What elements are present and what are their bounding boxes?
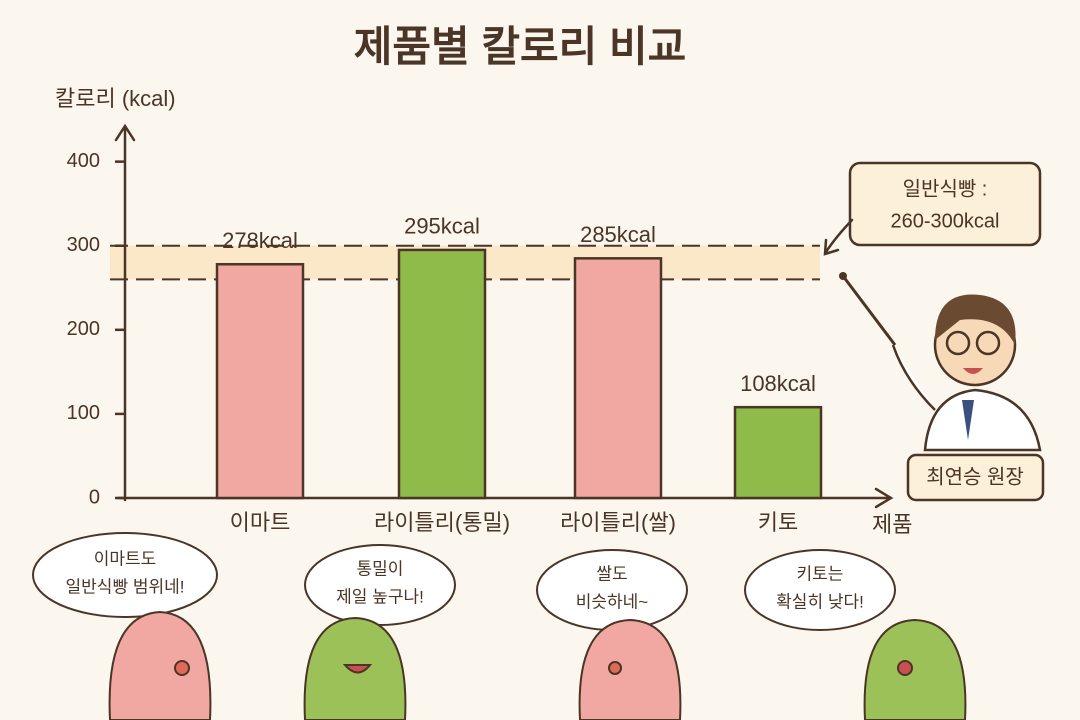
y-tick-label: 400 [67,150,100,172]
character [863,618,967,720]
note-line: 260-300kcal [891,210,1000,232]
chart-title: 제품별 칼로리 비교 [354,23,686,70]
hair [935,294,1016,345]
value-label: 108kcal [740,371,816,396]
bubble-text: 일반식빵 범위네! [66,577,185,596]
bubble [304,544,456,626]
y-tick-label: 0 [89,486,100,508]
bubble-text: 비슷하네~ [576,592,649,611]
character-mouth [897,660,913,676]
coat [923,388,1042,452]
bubble-text: 쌀도 [596,564,627,583]
y-axis-label: 칼로리 (kcal) [55,86,176,111]
bubble-text: 확실히 낮다! [776,592,864,611]
y-axis [114,123,136,502]
value-label: 285kcal [580,222,656,247]
bubble-text: 제일 높구나! [336,587,424,606]
bubble-text: 통밀이 [357,559,404,578]
character [578,618,682,720]
bubble [536,549,688,631]
x-tick-label: 이마트 [230,510,291,535]
doctor: 최연승 원장 [839,272,1045,502]
mouth [963,368,983,374]
y-tick-label: 100 [67,402,100,424]
bubble-text: 이마트도 [94,549,157,568]
pointer-tip [839,272,847,280]
x-tick-label: 키토 [758,510,798,535]
bubble [744,549,896,631]
bar [397,248,487,500]
tie [962,400,974,440]
bubble [32,532,218,618]
pointer [841,275,897,346]
x-tick-label: 라이틀리(통밀) [374,510,510,535]
y-tick-label: 200 [67,318,100,340]
value-label: 278kcal [222,228,298,253]
x-tick-label: 라이틀리(쌀) [560,510,676,535]
arm [891,344,936,411]
note-box [848,161,1042,247]
bubble-text: 키토는 [797,564,844,583]
note-line: 일반식빵 : [903,177,988,200]
character-mouth [342,664,373,674]
value-label: 295kcal [404,214,480,239]
glasses [975,330,1001,356]
speaker: 최연승 원장 [926,465,1024,488]
character-mouth [174,660,190,676]
note-arrow [823,218,854,256]
characters [108,610,967,720]
bar [215,262,305,500]
character-mouth [608,661,622,675]
x-axis-label: 제품 [872,512,912,537]
bar [573,257,663,500]
character [108,610,212,720]
y-tick-label: 300 [67,234,100,256]
glasses [945,330,971,356]
speaker-box [906,453,1045,502]
bar [733,405,823,500]
bubbles: 이마트도 일반식빵 범위네! 통밀이 제일 높구나! 쌀도 비슷하네~ 키토는 … [32,532,896,631]
